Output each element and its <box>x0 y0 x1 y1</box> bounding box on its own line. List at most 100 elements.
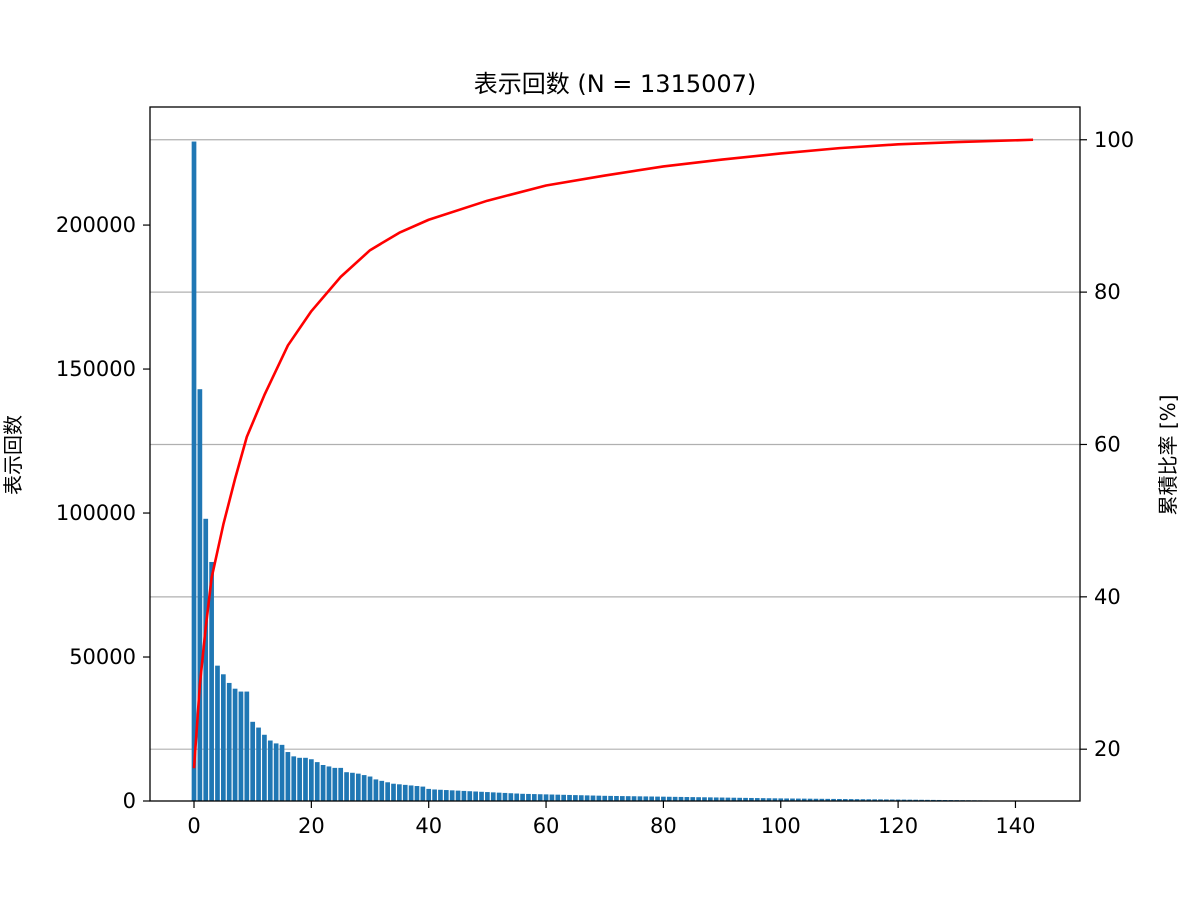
bar <box>226 682 232 801</box>
bar <box>713 797 719 801</box>
x-tick-label: 140 <box>995 814 1035 838</box>
bar <box>614 795 619 801</box>
bar <box>643 796 649 801</box>
bar <box>837 798 842 801</box>
bar <box>385 782 390 801</box>
bar <box>520 793 525 801</box>
y2-tick-label: 100 <box>1094 128 1134 152</box>
bar <box>825 798 831 801</box>
bar <box>461 790 467 801</box>
bar <box>661 796 666 801</box>
bar <box>549 794 555 801</box>
y-axis-left: 0 50000 100000 150000 200000 <box>56 213 150 813</box>
x-tick-label: 80 <box>650 814 677 838</box>
bar <box>766 798 772 801</box>
bar <box>449 790 455 801</box>
x-tick-label: 0 <box>187 814 200 838</box>
bar <box>719 797 725 801</box>
bar <box>778 798 784 801</box>
bar <box>332 767 338 801</box>
y-axis-right: 20 40 60 80 100 <box>1080 128 1134 761</box>
bar <box>526 793 531 801</box>
bar <box>813 798 819 801</box>
y-tick-label: 100000 <box>56 501 136 525</box>
bar <box>678 796 684 801</box>
bar <box>361 775 367 801</box>
bar <box>590 795 596 801</box>
bar <box>250 721 256 801</box>
cumulative-line-series <box>192 138 1034 769</box>
y2-tick-label: 40 <box>1094 585 1121 609</box>
bar <box>702 797 707 801</box>
bar <box>414 786 420 801</box>
bar <box>467 791 473 801</box>
y2-tick-label: 20 <box>1094 737 1121 761</box>
y-tick-label: 150000 <box>56 357 136 381</box>
bar <box>731 797 737 801</box>
bar <box>391 783 396 801</box>
bar <box>537 794 543 801</box>
bar <box>309 759 314 801</box>
bar <box>473 791 478 801</box>
bar <box>262 734 267 801</box>
bar <box>708 797 713 801</box>
bar <box>578 795 584 801</box>
bar <box>807 798 813 801</box>
bar <box>584 795 590 801</box>
bar <box>884 799 889 801</box>
y-axis-label: 表示回数 <box>1 415 25 495</box>
bar <box>344 772 349 801</box>
y2-tick-label: 60 <box>1094 432 1121 456</box>
bar <box>320 765 326 801</box>
bar <box>531 794 537 801</box>
x-axis: 0 20 40 60 80 100 120 140 <box>187 801 1036 838</box>
bar <box>238 691 244 801</box>
bar <box>314 762 320 801</box>
bar <box>273 743 279 801</box>
bar <box>379 780 385 801</box>
bar <box>637 796 643 801</box>
bar <box>684 797 690 801</box>
bar <box>197 389 203 801</box>
bar <box>350 772 355 801</box>
x-tick-label: 20 <box>298 814 325 838</box>
bar <box>631 796 637 801</box>
bar <box>655 796 660 801</box>
x-tick-label: 60 <box>533 814 560 838</box>
bar <box>496 792 502 801</box>
bar-series <box>191 141 1036 801</box>
bar <box>743 797 748 801</box>
bar <box>672 796 678 801</box>
bar <box>901 799 907 801</box>
bar <box>367 776 373 801</box>
bar <box>232 688 238 801</box>
bar <box>602 795 608 801</box>
bar <box>854 799 860 801</box>
y-tick-label: 200000 <box>56 213 136 237</box>
bar <box>203 518 209 801</box>
bar <box>479 791 484 801</box>
bar <box>508 793 514 801</box>
bar <box>402 784 408 801</box>
bar <box>784 798 789 801</box>
bar <box>608 795 613 801</box>
bar <box>772 798 778 801</box>
x-tick-label: 40 <box>415 814 442 838</box>
bar <box>555 794 561 801</box>
bar <box>561 794 567 801</box>
bar <box>543 794 549 801</box>
bar <box>432 789 437 801</box>
bar <box>848 799 854 801</box>
bar <box>215 665 220 801</box>
bar <box>819 798 825 801</box>
bar <box>889 799 895 801</box>
bar <box>725 797 731 801</box>
bar <box>790 798 795 801</box>
bar <box>625 796 631 801</box>
bar <box>303 757 308 801</box>
x-tick-label: 100 <box>761 814 801 838</box>
bar <box>831 798 836 801</box>
bar <box>690 797 696 801</box>
bar <box>485 792 490 801</box>
